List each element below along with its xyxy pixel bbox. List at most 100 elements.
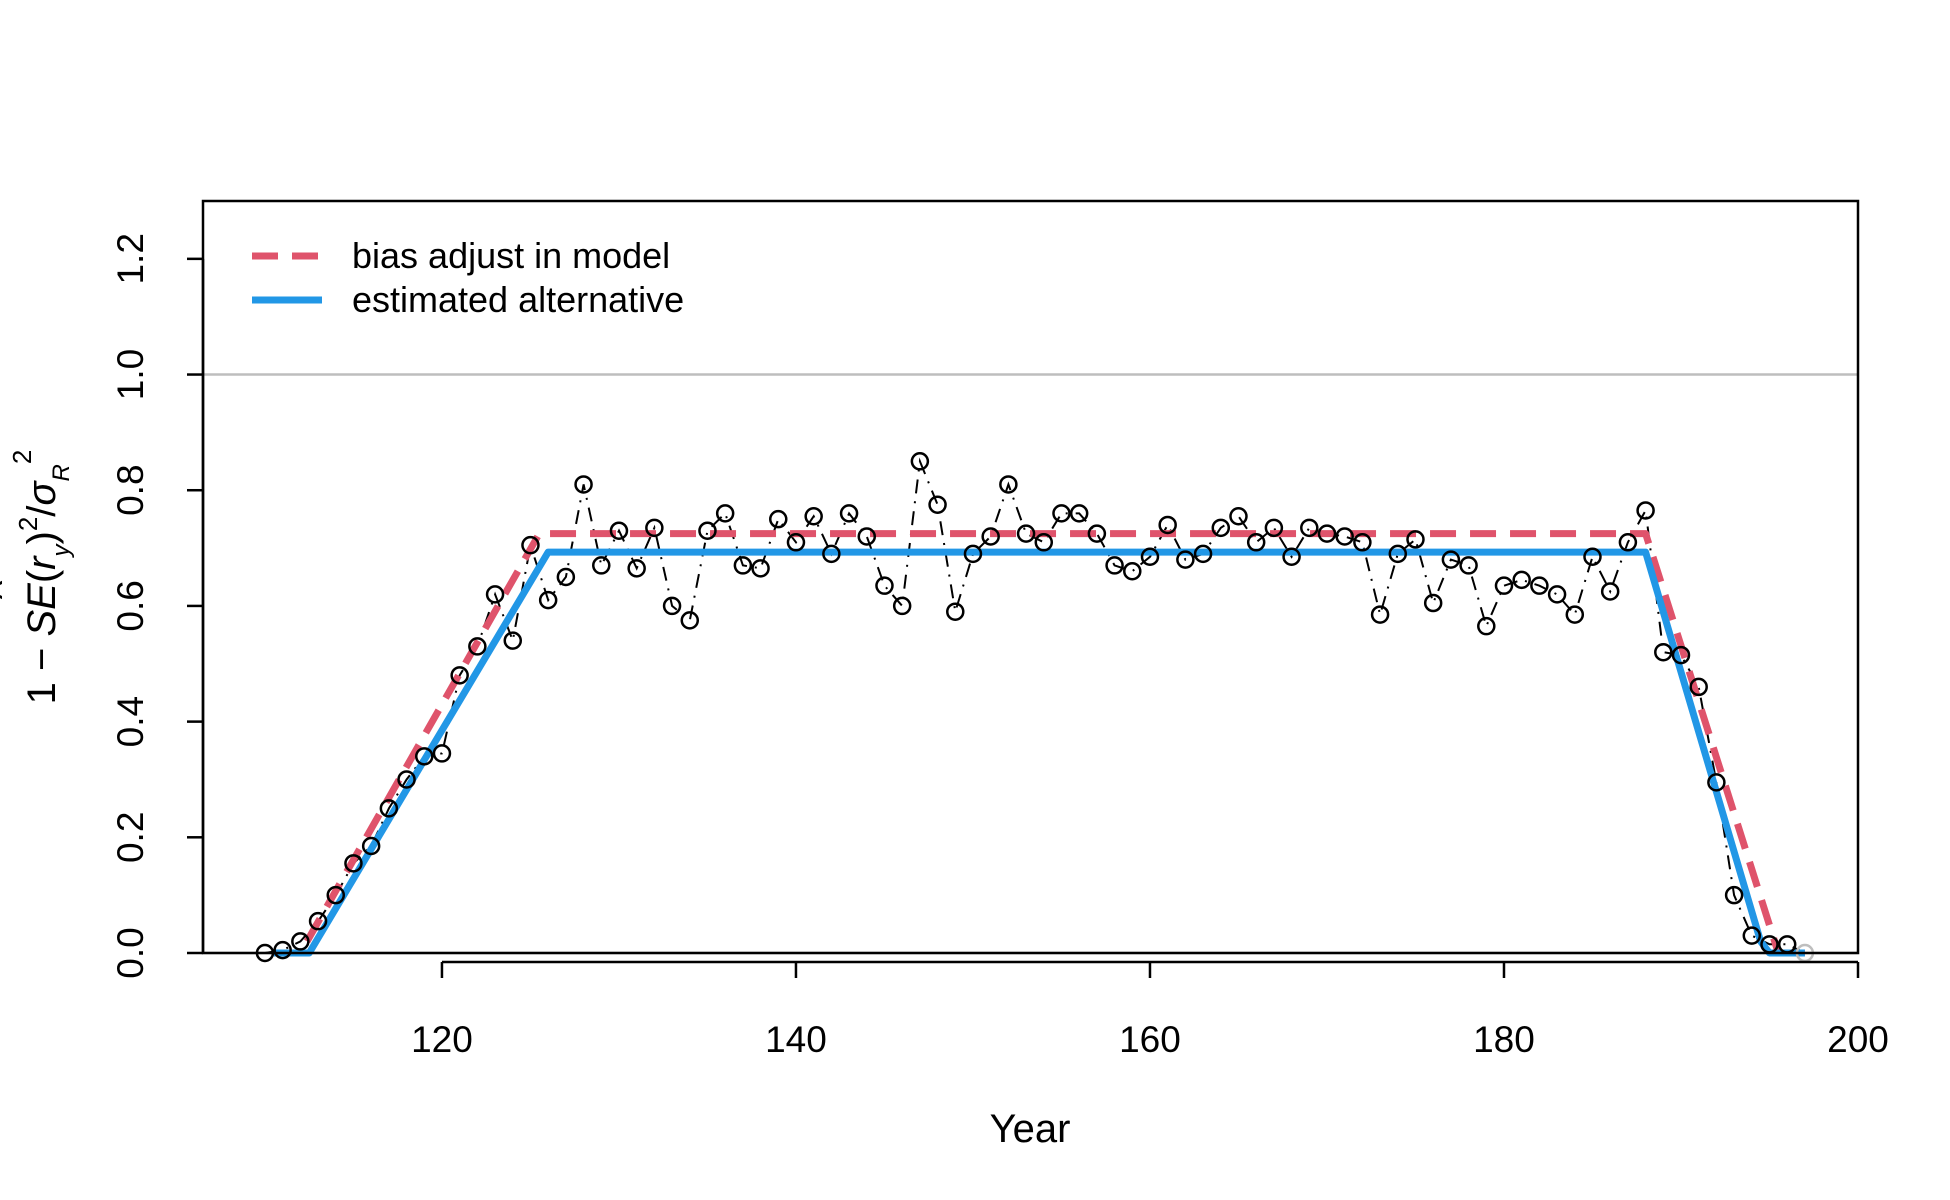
- observation-point: [1459, 556, 1478, 575]
- observation-point: [1087, 524, 1107, 543]
- observation-point: [468, 637, 487, 656]
- observation-point: [1317, 524, 1337, 543]
- observation-point: [857, 527, 877, 546]
- observation-point: [999, 475, 1018, 494]
- observation-point: [804, 507, 823, 526]
- observation-point: [1583, 547, 1602, 567]
- observation-point: [1406, 530, 1425, 549]
- observation-point: [521, 535, 540, 555]
- observation-point: [273, 940, 292, 960]
- legend-label-bias-adjust: bias adjust in model: [352, 235, 670, 276]
- observation-point: [1300, 518, 1319, 538]
- observation-point: [291, 932, 310, 951]
- observation-point: [892, 596, 912, 616]
- observation-point: [698, 521, 717, 540]
- observation-point: [910, 452, 930, 471]
- observation-point: [1105, 556, 1124, 575]
- observation-point: [928, 495, 947, 514]
- observation-point: [680, 611, 700, 630]
- y-tick-label: 0.6: [110, 580, 151, 631]
- observation-point: [715, 504, 735, 523]
- observation-point: [1477, 616, 1496, 636]
- observation-point: [1246, 533, 1266, 552]
- observation-point: [1229, 507, 1248, 526]
- y-tick-label: 1.2: [110, 233, 151, 284]
- axes: 120 140 160 180 200 0.0 0.2 0.4 0.6 0.8 1.0 1.2: [110, 233, 1889, 1060]
- observation-point: [1264, 518, 1284, 538]
- observation-point: [839, 504, 859, 523]
- observation-point: [1512, 570, 1531, 590]
- observation-point: [1034, 533, 1054, 552]
- observation-point: [1423, 593, 1443, 613]
- y-tick-label: 0.8: [110, 464, 151, 515]
- observation-point: [822, 544, 841, 564]
- observation-point: [503, 631, 523, 650]
- observation-point: [592, 556, 611, 575]
- observation-point: [645, 518, 664, 538]
- observation-point: [556, 567, 576, 587]
- observation-point: [538, 590, 558, 610]
- y-tick-label: 0.4: [110, 696, 151, 747]
- legend: bias adjust in model estimated alternati…: [252, 235, 684, 320]
- observation-point: [1052, 504, 1071, 523]
- observation-point: [981, 527, 1000, 546]
- y-tick-label: 0.0: [110, 927, 151, 978]
- observation-point: [1654, 642, 1673, 662]
- observation-point: [1547, 585, 1567, 604]
- observation-point: [1600, 582, 1620, 601]
- observation-point: [1370, 605, 1390, 624]
- observation-point: [875, 576, 894, 595]
- y-axis-title: 1 − SE(ry)2/σR2 ^: [0, 450, 75, 705]
- observation-point: [574, 475, 593, 494]
- observation-point: [397, 770, 416, 789]
- observation-point: [1016, 524, 1036, 543]
- observation-point: [1530, 576, 1549, 595]
- observation-point: [786, 533, 806, 552]
- observation-point: [1671, 645, 1691, 665]
- x-tick-label: 200: [1827, 1019, 1889, 1060]
- observation-point: [1140, 547, 1160, 567]
- observation-point: [1069, 504, 1089, 523]
- observation-point: [415, 747, 434, 766]
- observation-point: [1123, 561, 1142, 581]
- observation-point: [1441, 550, 1461, 569]
- x-tick-label: 160: [1119, 1019, 1181, 1060]
- observation-point: [1707, 773, 1726, 792]
- y-tick-label: 1.0: [110, 349, 151, 400]
- observation-point: [662, 596, 682, 616]
- observation-point: [1158, 515, 1177, 535]
- observation-point: [963, 544, 983, 564]
- observation-point: [379, 799, 399, 818]
- observation-point: [1636, 501, 1655, 520]
- svg-text:1 − SE(ry)2/σR2: 1 − SE(ry)2/σR2: [7, 450, 75, 705]
- observation-point: [1618, 533, 1638, 552]
- x-tick-label: 180: [1473, 1019, 1535, 1060]
- observation-point: [1742, 926, 1762, 945]
- observation-point: [1724, 885, 1744, 905]
- observation-point: [769, 509, 788, 529]
- legend-label-estimated-alternative: estimated alternative: [352, 279, 684, 320]
- observation-point: [308, 911, 328, 931]
- observation-point: [1193, 544, 1213, 564]
- observation-point: [1565, 605, 1585, 624]
- y-tick-label: 0.2: [110, 812, 151, 863]
- observation-point: [946, 602, 965, 621]
- x-tick-label: 140: [765, 1019, 827, 1060]
- observation-point: [751, 559, 770, 578]
- observation-point: [485, 585, 505, 604]
- observation-point: [1689, 677, 1708, 697]
- x-axis-title: Year: [990, 1107, 1071, 1151]
- observation-point: [1282, 547, 1301, 567]
- observation-point: [1494, 576, 1514, 595]
- plot-area: [203, 373, 1858, 963]
- svg-text:^: ^: [0, 580, 24, 599]
- observation-point: [432, 744, 452, 763]
- observation-point: [1388, 544, 1408, 564]
- observation-point: [627, 559, 646, 578]
- x-tick-label: 120: [411, 1019, 473, 1060]
- observation-point: [1176, 550, 1195, 569]
- observation-point: [733, 556, 753, 575]
- observation-point: [361, 836, 381, 856]
- observation-point: [1353, 533, 1372, 552]
